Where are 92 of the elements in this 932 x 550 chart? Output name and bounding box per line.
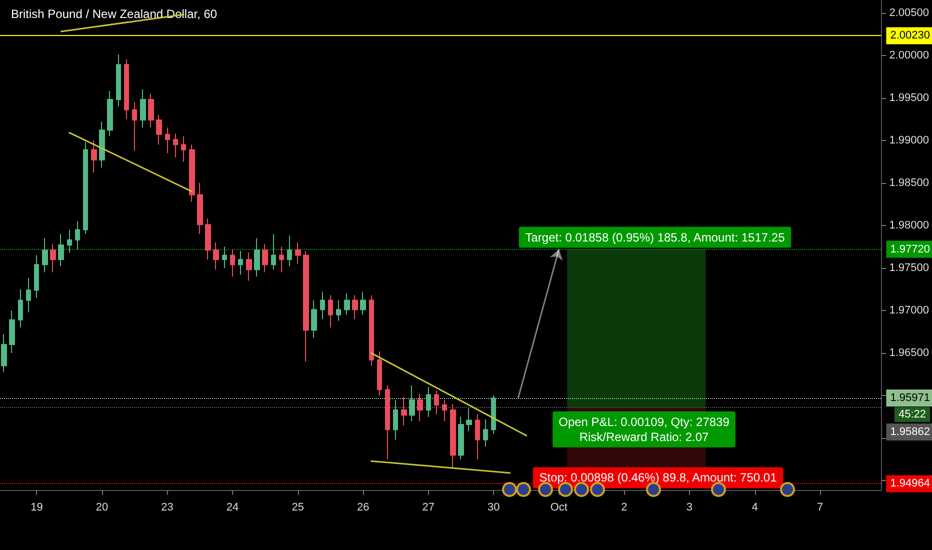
candlestick [173, 133, 178, 158]
candlestick [246, 252, 252, 282]
candlestick [91, 140, 97, 174]
candlestick [83, 142, 88, 234]
annotation: Open P&L: 0.00109, Qty: 27839 Risk/Reward Ratio: 2.07 [558, 414, 730, 444]
candlestick [205, 218, 211, 260]
candlestick [1, 334, 7, 372]
candlestick [254, 238, 260, 277]
candlestick [148, 93, 154, 128]
x-tick-label: 27 [422, 502, 435, 514]
candlestick [156, 114, 162, 146]
y-tick-label: 2.00000 [889, 49, 930, 62]
candlestick [42, 238, 48, 273]
candlestick [271, 233, 276, 270]
candlestick [116, 54, 121, 107]
ref-line-label: 1.97720 [890, 243, 930, 256]
x-tick-label: 4 [752, 502, 758, 514]
text: 45:22 [898, 408, 926, 421]
x-tick-label: 2 [621, 502, 628, 514]
candlestick [238, 250, 243, 276]
candlestick [442, 399, 447, 422]
candlestick [475, 414, 480, 460]
candlestick [336, 300, 341, 322]
x-tick-label: 24 [226, 502, 239, 514]
ref-line-label: 2.00230 [890, 30, 930, 42]
y-tick-label: 2.00500 [889, 6, 930, 19]
candlestick [311, 300, 317, 338]
ref-line-label: 1.95971 [890, 392, 930, 404]
candlestick [34, 254, 39, 298]
candlestick [181, 136, 186, 162]
x-tick-label: 20 [96, 502, 108, 514]
ref-line-label: 1.94964 [890, 478, 930, 490]
candlestick [124, 59, 129, 120]
ref-line-label: 1.95862 [890, 426, 930, 438]
candlestick [165, 127, 170, 154]
candlestick [426, 386, 431, 418]
x-tick-label: 25 [292, 502, 304, 514]
candlestick [320, 291, 325, 320]
y-tick-label: 1.98000 [889, 219, 930, 232]
candlestick [466, 408, 472, 432]
candlestick [50, 244, 56, 273]
candlestick [287, 235, 292, 267]
candlestick [417, 393, 423, 422]
candlestick [409, 384, 415, 422]
x-tick-label: 26 [356, 502, 370, 514]
y-tick-label: 1.97500 [889, 262, 930, 274]
candlestick [58, 233, 64, 267]
candlestick [18, 288, 23, 328]
candlestick [401, 396, 407, 426]
annotation: Target: 0.01858 (0.95%) 185.8, Amount: 1517.25 [525, 230, 786, 244]
candlestick [9, 310, 15, 354]
candlestick [132, 102, 137, 152]
candlestick [344, 292, 350, 316]
candlestick [360, 291, 366, 316]
y-tick-label: 1.98500 [889, 176, 930, 189]
candlestick [385, 384, 390, 460]
candlestick [295, 242, 301, 264]
candlestick [450, 404, 456, 468]
annotation: Stop: 0.00898 (0.46%) 89.8, Amount: 750.01 [539, 470, 778, 485]
candlestick [140, 88, 146, 128]
candlestick [434, 390, 439, 415]
candlestick [189, 144, 195, 202]
candlestick [67, 229, 72, 254]
candlestick [491, 395, 496, 434]
x-tick-label: 19 [30, 502, 43, 514]
candlestick [483, 418, 488, 448]
x-tick-label: 3 [686, 502, 693, 514]
candlestick [458, 416, 464, 460]
candlestick [303, 250, 309, 362]
candlestick [377, 350, 382, 396]
y-tick-label: 1.97000 [889, 304, 930, 317]
x-tick-label: 23 [161, 502, 174, 514]
candlestick [107, 90, 113, 137]
candlestick [279, 246, 284, 273]
x-tick-label: Oct [550, 502, 568, 514]
candlestick [352, 294, 358, 320]
candlestick [197, 182, 203, 234]
x-tick-label: 30 [488, 502, 500, 514]
candlestick [213, 242, 219, 270]
candlestick [99, 121, 105, 168]
candlestick [393, 399, 398, 440]
candlestick [222, 246, 227, 268]
candlestick [369, 294, 374, 366]
candlestick [75, 220, 80, 250]
y-tick-label: 1.99500 [889, 92, 930, 104]
candlestick [230, 248, 235, 277]
candlestick [26, 278, 31, 313]
candlestick [328, 294, 333, 328]
x-tick-label: 7 [816, 502, 824, 514]
candlestick [262, 244, 268, 273]
y-tick-label: 1.96500 [889, 347, 930, 360]
y-tick-label: 1.99000 [889, 134, 930, 146]
